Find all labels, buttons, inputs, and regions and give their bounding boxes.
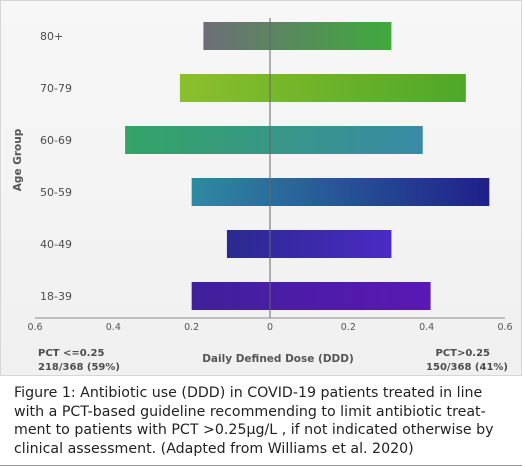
category-label: 18-39: [40, 290, 72, 303]
bar-60-69: [125, 126, 423, 154]
x-tick-labels: 0.6 0.4 0.2 0 0.2 0.4 0.6: [27, 322, 512, 333]
x-tick-label: 0.2: [341, 322, 356, 333]
category-label: 40-49: [40, 238, 72, 251]
x-axis-title: Daily Defined Dose (DDD): [202, 353, 354, 365]
category-label: 80+: [40, 30, 63, 43]
bar-50-59: [191, 178, 490, 206]
right-group-label-line1: PCT>0.25: [435, 348, 490, 359]
bar-18-39: [191, 282, 431, 310]
x-tick-label: 0.2: [184, 322, 199, 333]
category-labels: 80+ 70-79 60-69 50-59 40-49 18-39: [40, 30, 72, 303]
x-tick-label: 0: [267, 322, 273, 333]
category-label: 60-69: [40, 134, 72, 147]
x-tick-label: 0.4: [419, 322, 434, 333]
bar-40-49: [226, 230, 392, 258]
x-tick-label: 0.4: [106, 322, 121, 333]
bar-80+: [203, 22, 392, 50]
bars-layer: [125, 22, 490, 310]
left-group-label-line1: PCT <=0.25: [38, 348, 104, 359]
figure-caption: Figure 1: Antibiotic use (DDD) in COVID-…: [14, 385, 494, 457]
y-axis-title: Age Group: [12, 128, 24, 191]
category-label: 50-59: [40, 186, 72, 199]
left-group-label-line2: 218/368 (59%): [38, 362, 120, 373]
x-tick-label: 0.6: [27, 322, 42, 333]
category-label: 70-79: [40, 82, 72, 95]
bar-70-79: [179, 74, 466, 102]
caption-underline: [0, 465, 522, 466]
x-tick-label: 0.6: [497, 322, 512, 333]
right-group-label-line2: 150/368 (41%): [426, 362, 508, 373]
